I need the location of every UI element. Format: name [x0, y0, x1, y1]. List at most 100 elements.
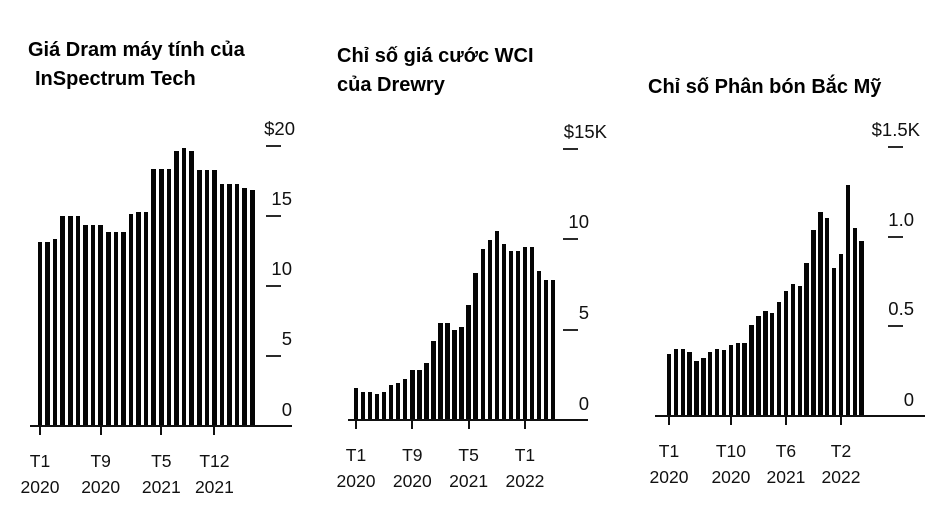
x-axis-tick	[523, 421, 526, 429]
y-axis-tick-dash	[563, 148, 578, 150]
x-axis-tick-label: T9 2020	[81, 451, 121, 497]
bar	[128, 213, 134, 425]
bar	[121, 231, 126, 425]
bar	[90, 224, 96, 425]
bar	[783, 291, 789, 415]
bar	[431, 341, 436, 419]
bar	[75, 216, 81, 425]
bar	[831, 267, 837, 415]
bar	[818, 212, 823, 415]
bar	[735, 343, 740, 415]
y-axis-tick-label: 5	[281, 328, 292, 349]
x-axis-line	[655, 415, 925, 417]
bar	[687, 352, 692, 415]
bar	[381, 391, 387, 419]
bar	[728, 345, 734, 415]
bar	[790, 284, 796, 415]
bar	[770, 312, 775, 415]
y-axis-tick-label: 0	[903, 389, 914, 410]
bar	[196, 170, 202, 425]
bar	[410, 370, 415, 419]
bar	[680, 348, 685, 415]
bar	[673, 348, 679, 415]
bar	[45, 241, 50, 425]
bar	[438, 323, 443, 419]
x-axis-tick-label: T2 2022	[821, 441, 861, 487]
x-axis-tick-label: T1 2020	[20, 451, 60, 497]
bar	[721, 350, 727, 415]
bar	[424, 362, 429, 419]
y-axis-tick-label: 1.0	[888, 208, 914, 230]
x-axis-tick	[355, 421, 357, 429]
y-axis-tick-dash	[563, 328, 578, 331]
bar	[852, 228, 857, 415]
x-axis-line	[348, 419, 588, 421]
bar	[367, 391, 373, 419]
x-axis-tick	[668, 417, 670, 425]
bar	[515, 250, 521, 419]
y-axis-tick-dash	[563, 238, 578, 241]
y-axis-tick-dash	[266, 285, 281, 287]
bar	[166, 168, 172, 425]
bar	[98, 224, 103, 425]
bar	[374, 393, 380, 419]
x-axis-tick	[99, 427, 102, 435]
x-axis-tick	[784, 417, 787, 425]
bar	[811, 230, 816, 415]
x-axis-tick-label: T5 2021	[141, 451, 181, 497]
bar	[37, 241, 43, 425]
bar	[536, 270, 542, 419]
y-axis-tick-dash	[266, 355, 281, 357]
bar	[113, 231, 119, 425]
bar	[473, 272, 478, 419]
bar	[52, 238, 58, 425]
bar	[756, 316, 761, 415]
bar	[466, 305, 471, 419]
bar	[403, 379, 408, 419]
bar	[174, 150, 179, 425]
bar	[459, 326, 464, 419]
x-axis-tick-label: T1 2020	[336, 445, 376, 491]
bar	[708, 352, 713, 415]
y-axis-tick-label: 10	[271, 258, 292, 279]
bar	[136, 212, 141, 425]
bar	[159, 168, 164, 425]
x-axis-tick-label: T10 2020	[711, 441, 751, 487]
y-axis-tick-dash	[888, 146, 903, 148]
bar	[763, 310, 768, 415]
bar	[825, 217, 830, 415]
y-axis-tick-dash	[888, 325, 903, 328]
chart-title-dram: Giá Dram máy tính của InSpectrum Tech	[28, 36, 245, 94]
x-axis-tick-label: T12 2021	[194, 451, 234, 497]
bar	[487, 240, 492, 419]
bar	[83, 224, 88, 425]
bar	[694, 361, 699, 415]
y-axis-tick-label: 0.5	[888, 298, 914, 320]
bar	[838, 253, 844, 415]
bar	[845, 185, 851, 415]
x-axis-tick-label: T1 2020	[649, 441, 689, 487]
bar	[522, 247, 528, 419]
bar	[749, 325, 754, 415]
chart-title-line: Giá Dram máy tính của	[28, 39, 245, 61]
y-axis-tick-label: 0	[578, 393, 589, 414]
chart-title-line: Chỉ số giá cước WCI	[337, 45, 534, 67]
x-axis-tick-label: T6 2021	[766, 441, 806, 487]
x-axis-tick-label: T1 2022	[505, 445, 545, 491]
y-axis-tick-label: $15K	[563, 121, 607, 142]
x-axis-tick	[213, 427, 216, 435]
bar	[353, 388, 359, 419]
y-axis-tick-label: $1.5K	[871, 119, 920, 140]
bar	[859, 241, 864, 415]
bar	[508, 250, 514, 419]
bar	[189, 150, 194, 425]
bar	[242, 188, 248, 425]
bar	[417, 370, 422, 419]
bar	[227, 184, 232, 425]
bar	[234, 184, 240, 425]
bar	[250, 189, 255, 425]
